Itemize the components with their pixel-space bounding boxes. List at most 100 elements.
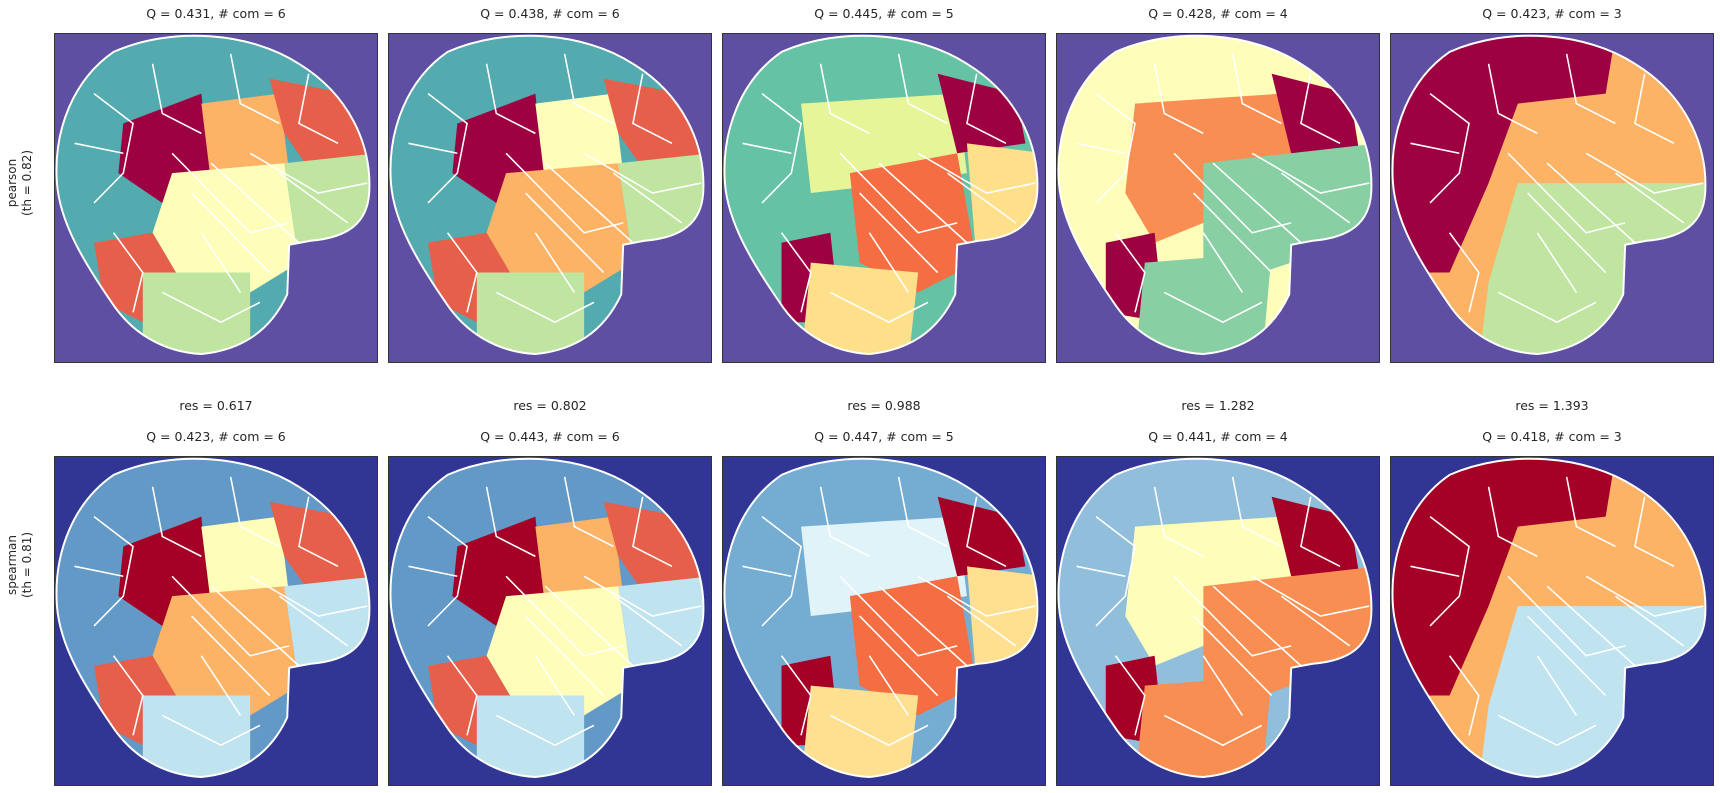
- parcel-boundary: [278, 172, 349, 224]
- parcel-boundary: [74, 565, 124, 578]
- parcel-boundary: [1280, 172, 1351, 224]
- parcel-boundary: [1410, 565, 1460, 578]
- row-label-spearman: spearman (th = 0.81): [5, 505, 35, 625]
- panel-title: Q = 0.428, # com = 4: [1148, 6, 1288, 21]
- parcel-boundary: [1193, 615, 1273, 697]
- parcel-boundary: [583, 575, 702, 617]
- parcel-boundary: [1231, 53, 1282, 125]
- parcel-boundary: [946, 172, 1017, 224]
- parcel-boundary: [249, 575, 368, 617]
- parcel-boundary: [632, 496, 673, 568]
- community-region: [849, 153, 977, 293]
- parcel-boundary: [1163, 291, 1263, 324]
- resolution-label: res = 0.988: [847, 398, 921, 413]
- parcel-boundary: [229, 476, 280, 548]
- parcel-boundary: [495, 714, 595, 747]
- parcel-boundary: [966, 73, 1007, 145]
- parcel-boundary: [525, 192, 605, 274]
- parcel-boundary: [1585, 152, 1704, 194]
- brain-map-svg: [1057, 34, 1379, 362]
- row-label-line2: (th = 0.82): [20, 149, 34, 217]
- panel-title: Q = 0.418, # com = 3: [1482, 429, 1622, 444]
- parcel-boundary: [868, 232, 910, 293]
- parcel-boundary: [761, 93, 802, 204]
- parcel-boundary: [583, 152, 702, 194]
- panel-title: Q = 0.423, # com = 3: [1482, 6, 1622, 21]
- parcel-boundary: [829, 291, 929, 324]
- brain-outline: [723, 457, 1039, 779]
- parcel-boundary: [1212, 585, 1302, 667]
- community-region: [1392, 458, 1616, 696]
- brain-outline: [723, 34, 1039, 356]
- brain-map-panel: [388, 33, 712, 363]
- parcel-boundary: [485, 486, 536, 558]
- community-region: [1135, 675, 1272, 778]
- parcel-boundary: [229, 53, 280, 125]
- community-region: [849, 576, 977, 716]
- parcel-boundary: [112, 655, 144, 736]
- parcel-boundary: [1487, 63, 1538, 135]
- brain-map-svg: [389, 457, 711, 785]
- parcel-boundary: [544, 162, 634, 244]
- parcel-boundary: [1634, 496, 1675, 568]
- parcel-boundary: [1536, 232, 1578, 293]
- brain-map-panel: [1390, 33, 1714, 363]
- parcel-boundary: [946, 595, 1017, 647]
- parcel-boundary: [1536, 655, 1578, 716]
- parcel-boundary: [495, 291, 595, 324]
- parcel-boundary: [1114, 655, 1146, 736]
- panel-title: Q = 0.447, # com = 5: [814, 429, 954, 444]
- parcel-boundary: [525, 615, 605, 697]
- parcel-boundary: [1163, 714, 1263, 747]
- parcel-boundary: [1095, 516, 1136, 627]
- parcel-boundary: [1095, 93, 1136, 204]
- brain-map-svg: [55, 457, 377, 785]
- brain-map-svg: [723, 457, 1045, 785]
- parcel-boundary: [563, 476, 614, 548]
- panel-title: Q = 0.438, # com = 6: [480, 6, 620, 21]
- parcel-boundary: [780, 655, 812, 736]
- parcel-boundary: [1565, 476, 1616, 548]
- parcel-boundary: [1546, 585, 1636, 667]
- community-region: [801, 685, 919, 778]
- parcel-boundary: [1076, 142, 1126, 155]
- parcel-boundary: [1410, 142, 1460, 155]
- community-region: [142, 695, 251, 778]
- brain-map-svg: [1391, 34, 1713, 362]
- community-region: [1135, 252, 1272, 355]
- parcel-boundary: [612, 595, 683, 647]
- parcel-boundary: [897, 53, 948, 125]
- brain-map-panel: [388, 456, 712, 786]
- parcel-boundary: [917, 152, 1036, 194]
- parcel-boundary: [1076, 565, 1126, 578]
- parcel-boundary: [1487, 486, 1538, 558]
- parcel-boundary: [1173, 152, 1292, 234]
- brain-map-panel: [722, 33, 1046, 363]
- parcel-boundary: [278, 595, 349, 647]
- community-region: [142, 272, 251, 355]
- parcel-boundary: [868, 655, 910, 716]
- parcel-boundary: [878, 585, 968, 667]
- parcel-boundary: [1202, 232, 1244, 293]
- parcel-boundary: [249, 152, 368, 194]
- parcel-boundary: [742, 565, 792, 578]
- parcel-boundary: [1429, 93, 1470, 204]
- brain-map-panel: [1056, 456, 1380, 786]
- brain-outline: [1057, 34, 1373, 356]
- community-region: [801, 262, 919, 355]
- parcel-boundary: [632, 73, 673, 145]
- community-region: [1392, 35, 1616, 273]
- parcel-boundary: [1280, 595, 1351, 647]
- brain-map-panel: [722, 456, 1046, 786]
- parcel-boundary: [171, 152, 290, 234]
- parcel-boundary: [839, 575, 958, 657]
- parcel-boundary: [1614, 595, 1685, 647]
- parcel-boundary: [427, 516, 468, 627]
- parcel-boundary: [161, 291, 261, 324]
- parcel-boundary: [612, 172, 683, 224]
- parcel-boundary: [534, 232, 576, 293]
- parcel-boundary: [1212, 162, 1302, 244]
- panel-title: Q = 0.423, # com = 6: [146, 429, 286, 444]
- parcel-boundary: [191, 615, 271, 697]
- brain-map-svg: [723, 34, 1045, 362]
